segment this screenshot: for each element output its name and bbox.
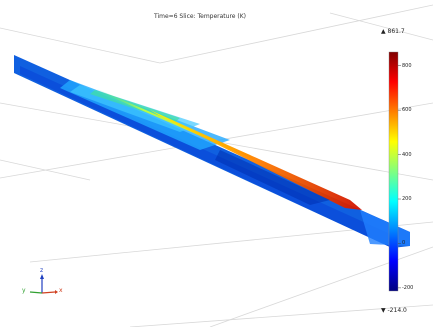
plot-title: Time=6 Slice: Temperature (K) xyxy=(153,13,247,20)
colorbar-gradient xyxy=(388,51,399,292)
colorbar-tick-label: 800 xyxy=(402,62,412,69)
colorbar xyxy=(388,51,401,292)
colorbar-tick-label: 400 xyxy=(402,151,412,158)
colorbar-max-label: ▲ 861.7 xyxy=(381,28,405,35)
y-axis-label: y xyxy=(22,287,26,294)
temperature-slice xyxy=(14,55,410,248)
colorbar-tick-label: 0 xyxy=(402,240,406,247)
colorbar-tick-label: 600 xyxy=(402,107,412,114)
slice-dark-band xyxy=(20,66,392,248)
colorbar-min-label: ▼ -214.0 xyxy=(381,307,407,314)
colorbar-ticks xyxy=(398,65,401,289)
z-axis-label: z xyxy=(40,267,44,274)
x-axis-arrow xyxy=(41,291,56,294)
slice-dark-blobs xyxy=(215,150,330,205)
slice-hot-edge xyxy=(150,110,362,210)
axis-triad xyxy=(29,274,58,294)
colorbar-tick-label: 200 xyxy=(402,196,412,203)
x-axis-label: x xyxy=(59,287,63,294)
colorbar-tick-label: -200 xyxy=(402,284,414,291)
y-axis-arrow xyxy=(29,291,43,294)
